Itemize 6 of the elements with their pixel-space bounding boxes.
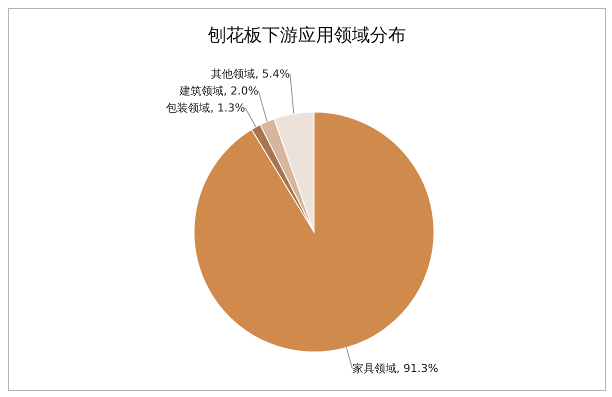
slice-label: 家具领域, 91.3%: [352, 362, 438, 376]
slice-label: 其他领域, 5.4%: [211, 67, 290, 80]
pie-slice: [194, 112, 434, 352]
slice-label: 建筑领域, 2.0%: [178, 84, 258, 98]
chart-title: 刨花板下游应用领域分布: [207, 24, 407, 47]
slice-label: 包装领域, 1.3%: [166, 101, 246, 114]
